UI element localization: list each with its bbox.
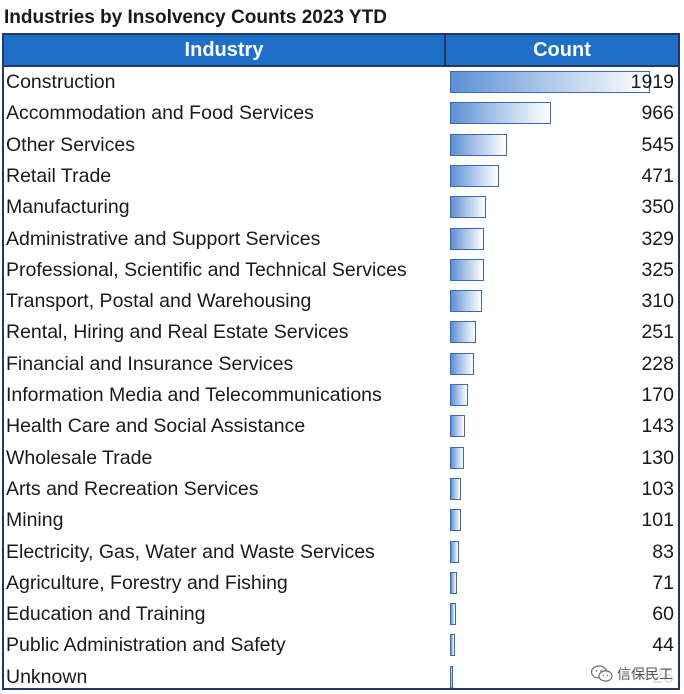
industry-label: Agriculture, Forestry and Fishing (6, 571, 288, 594)
count-bar (450, 227, 484, 250)
count-value: 103 (641, 477, 674, 500)
count-bar (450, 477, 461, 500)
count-bar (450, 164, 499, 187)
count-value: 310 (641, 290, 674, 313)
count-bar (450, 290, 482, 313)
count-bar (450, 540, 459, 563)
industry-label: Professional, Scientific and Technical S… (6, 258, 407, 281)
count-bar (450, 352, 474, 375)
table-row: Wholesale Trade 130 (4, 443, 678, 474)
count-bar (450, 384, 468, 406)
industry-label: Education and Training (6, 603, 206, 626)
industry-label: Manufacturing (6, 196, 130, 219)
count-bar (450, 196, 486, 219)
count-column-header[interactable]: Count (533, 39, 591, 61)
count-value: 251 (641, 321, 674, 344)
table-row: Rental, Hiring and Real Estate Services 2… (4, 317, 678, 348)
count-value: 228 (641, 352, 674, 375)
count-value: 101 (641, 509, 674, 532)
industry-label: Administrative and Support Services (6, 227, 321, 250)
industry-label: Retail Trade (6, 164, 112, 187)
industry-label: Construction (6, 71, 116, 93)
chart-title: Industries by Insolvency Counts 2023 YTD (4, 7, 387, 28)
table-row: Transport, Postal and Warehousing 310 (4, 286, 678, 317)
table-row: Manufacturing 350 (4, 192, 678, 223)
count-value: 329 (641, 227, 674, 250)
table-header: Industry Count (4, 35, 678, 67)
count-value: 44 (652, 634, 674, 657)
count-bar (450, 102, 551, 125)
industry-label: Other Services (6, 133, 135, 156)
table-row: Health Care and Social Assistance 143 (4, 411, 678, 442)
count-value: 71 (652, 571, 674, 594)
table-row: Financial and Insurance Services 228 (4, 349, 678, 380)
data-table: Industry Count Construction 1919 Accommoda… (2, 33, 680, 690)
industry-label: Accommodation and Food Services (6, 102, 314, 125)
count-bar (450, 509, 461, 532)
table-row: Public Administration and Safety 44 (4, 630, 678, 661)
count-bar (450, 603, 456, 626)
count-value: 966 (641, 102, 674, 125)
count-bar (450, 446, 464, 469)
table-row: Retail Trade 471 (4, 161, 678, 192)
count-bar (450, 133, 507, 156)
table-row: Electricity, Gas, Water and Waste Servic… (4, 537, 678, 568)
industry-column-header[interactable]: Industry (4, 35, 446, 65)
table-row: Unknown26 (4, 662, 678, 693)
industry-label: Transport, Postal and Warehousing (6, 290, 312, 313)
count-value: 1919 (630, 71, 674, 93)
table-row: Accommodation and Food Services 966 (4, 98, 678, 129)
industry-label: Unknown (6, 665, 88, 688)
industry-label: Arts and Recreation Services (6, 477, 259, 500)
count-value: 350 (641, 196, 674, 219)
count-value: 170 (641, 384, 674, 406)
table-row: Agriculture, Forestry and Fishing 71 (4, 568, 678, 599)
table-row: Professional, Scientific and Technical S… (4, 255, 678, 286)
industry-label: Information Media and Telecommunications (6, 384, 382, 406)
table-row: Other Services 545 (4, 130, 678, 161)
wechat-icon (591, 665, 613, 682)
count-value: 471 (641, 164, 674, 187)
table-row: Construction 1919 (4, 67, 678, 98)
count-value: 545 (641, 133, 674, 156)
count-bar (450, 634, 455, 657)
count-bar (450, 321, 476, 344)
table-row: Education and Training 60 (4, 599, 678, 630)
count-value: 83 (652, 540, 674, 563)
table-row: Arts and Recreation Services 103 (4, 474, 678, 505)
table-row: Mining 101 (4, 505, 678, 536)
table-row: Administrative and Support Services 329 (4, 224, 678, 255)
count-bar (450, 665, 453, 688)
industry-label: Financial and Insurance Services (6, 352, 294, 375)
count-value: 60 (652, 603, 674, 626)
table-row: Information Media and Telecommunications… (4, 380, 678, 411)
watermark-text: 信保民工 (617, 667, 673, 683)
industry-label: Rental, Hiring and Real Estate Services (6, 321, 349, 344)
count-bar (450, 258, 484, 281)
industry-label: Public Administration and Safety (6, 634, 286, 657)
industry-label: Mining (6, 509, 64, 532)
industry-label: Health Care and Social Assistance (6, 415, 306, 438)
count-bar (450, 571, 457, 594)
industry-label: Wholesale Trade (6, 446, 153, 469)
count-value: 143 (641, 415, 674, 438)
count-bar (450, 71, 650, 93)
count-bar (450, 415, 465, 438)
count-value: 325 (641, 258, 674, 281)
industry-label: Electricity, Gas, Water and Waste Servic… (6, 540, 375, 563)
count-value: 130 (641, 446, 674, 469)
watermark: 信保民工 (588, 662, 676, 686)
